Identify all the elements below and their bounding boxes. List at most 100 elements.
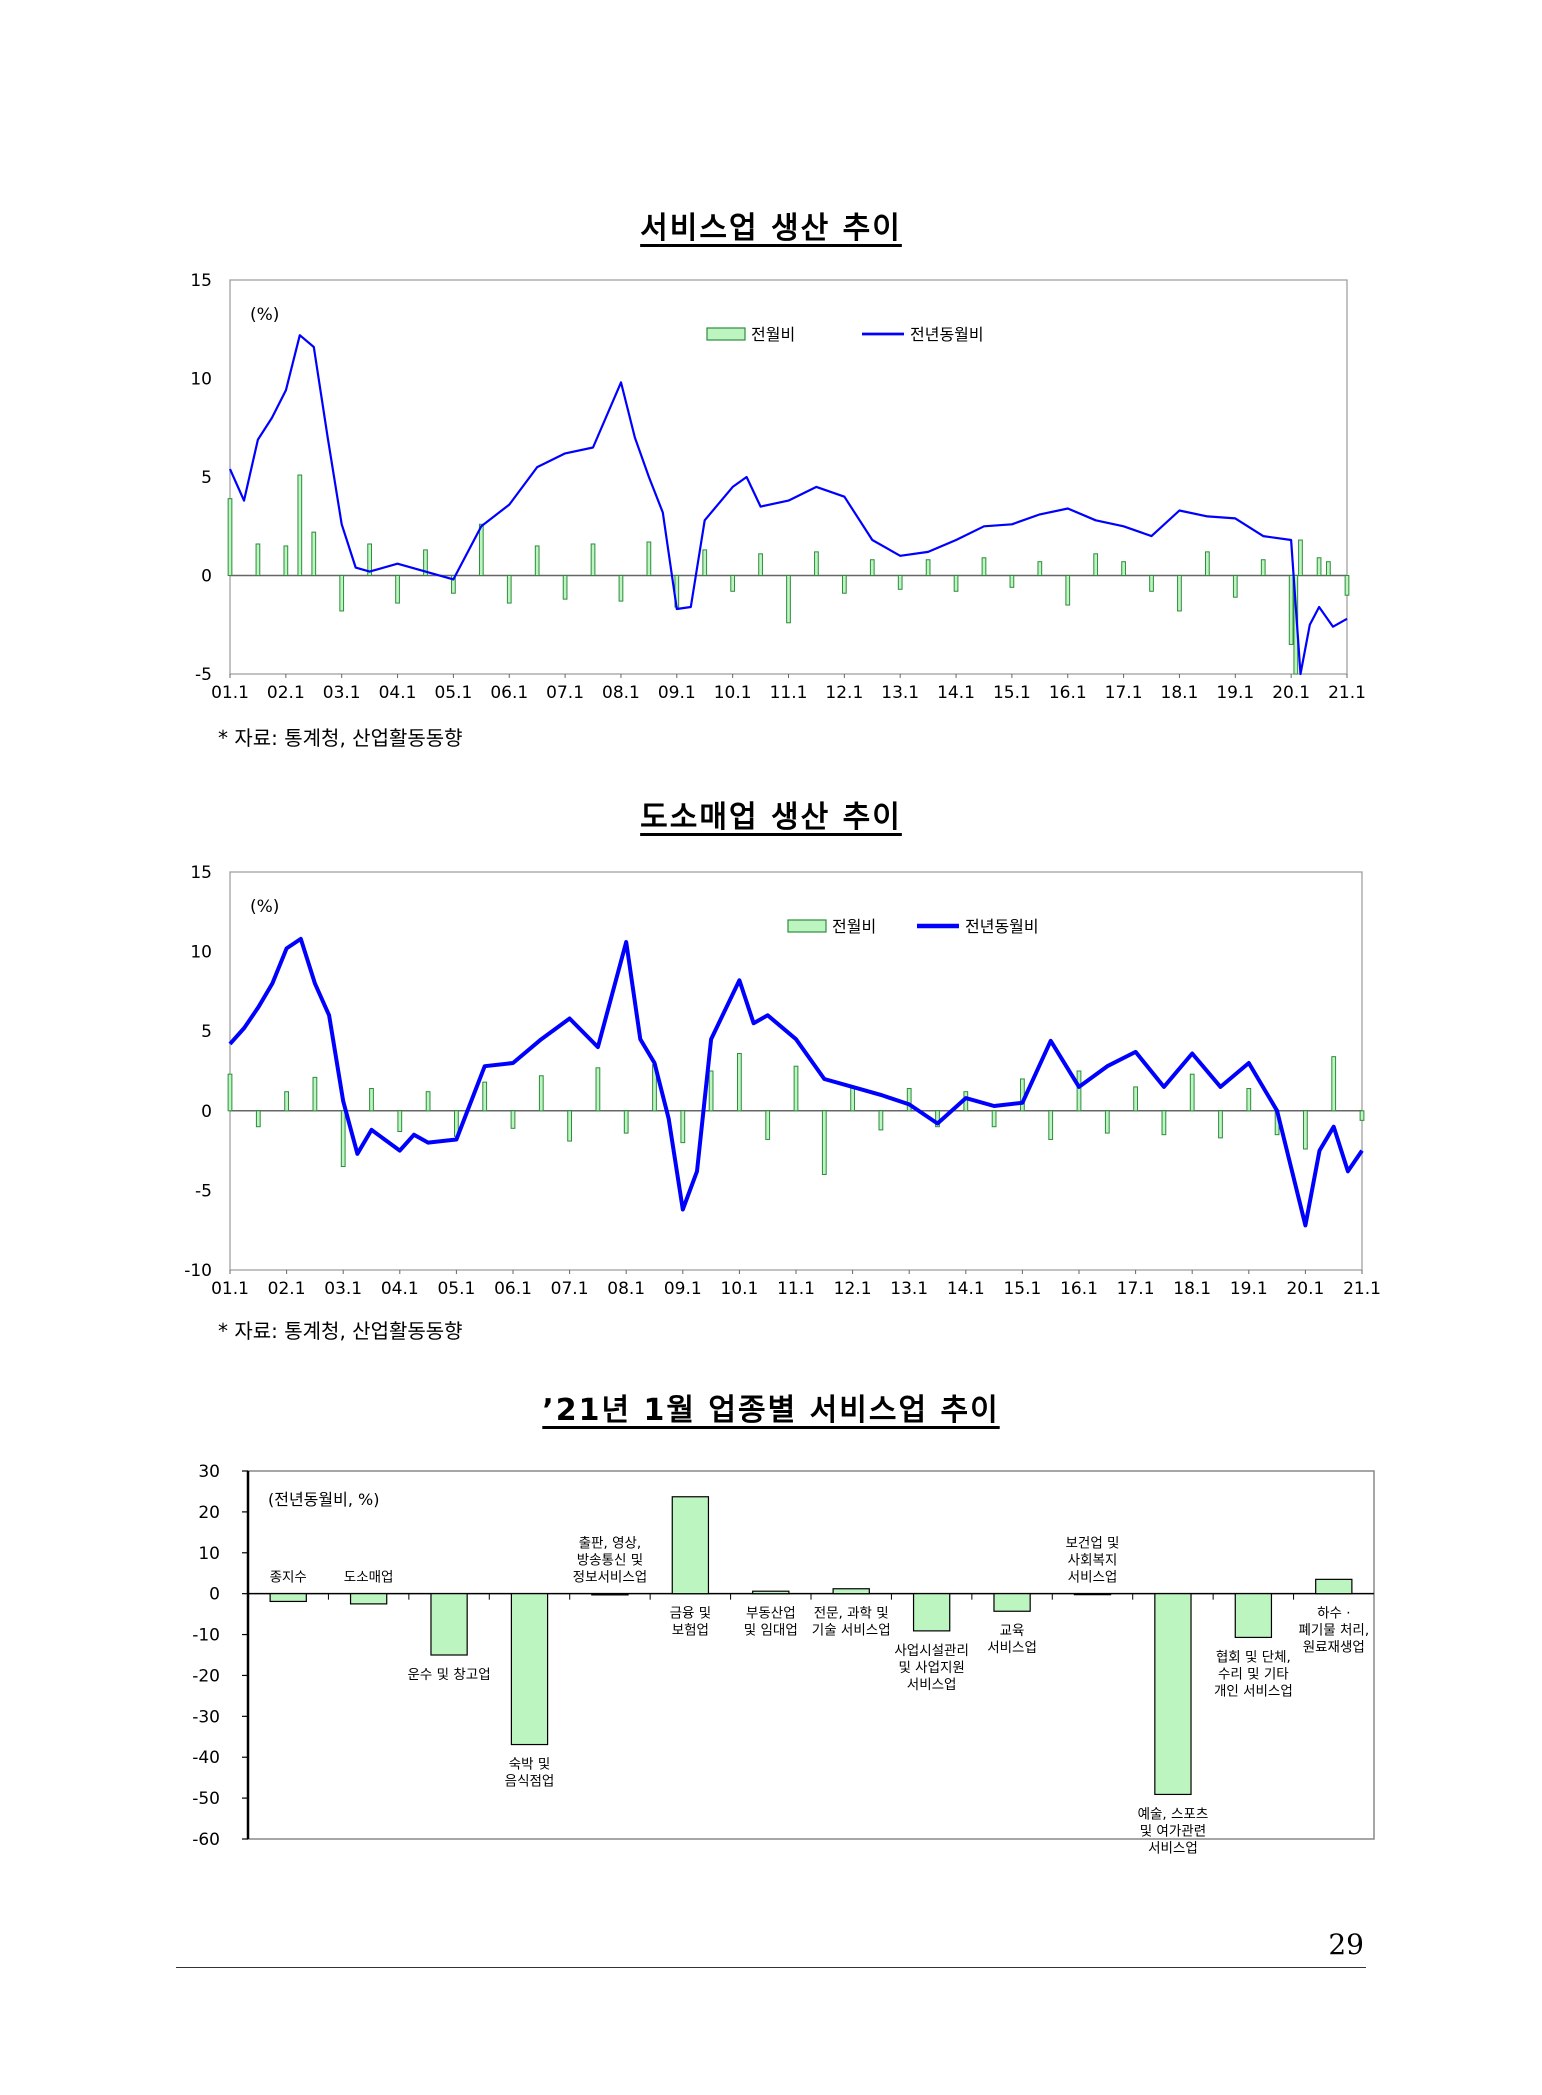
chart1-bar-mom (1344, 575, 1350, 596)
chart3-category-label: 수리 및 기타 (1218, 1666, 1289, 1682)
chart2-x-tick-label: 02.1 (268, 1279, 306, 1299)
chart3-bar (912, 1593, 951, 1632)
chart2-bar-mom (906, 1088, 912, 1112)
chart3-bar (993, 1593, 1031, 1612)
chart3-bar (1315, 1578, 1353, 1595)
chart1-x-tick-label: 02.1 (267, 683, 305, 703)
chart3-category-label: 종지수 (270, 1570, 307, 1586)
chart2-y-tick-label: -5 (195, 1181, 212, 1201)
chart2-x-tick-label: 19.1 (1230, 1279, 1268, 1299)
chart2-bar-mom (765, 1110, 771, 1140)
chart1-bar-mom (1260, 559, 1266, 576)
chart1-x-tick-label: 17.1 (1105, 683, 1143, 703)
chart1-bar-mom (395, 575, 400, 604)
chart3-y-tick-label: 20 (198, 1503, 220, 1523)
chart3-category-label: 서비스업 (1148, 1840, 1198, 1856)
chart2-legend-bar-swatch (787, 919, 827, 933)
chart3-category-label: 서비스업 (907, 1677, 957, 1693)
chart3-category-label: 서비스업 (987, 1640, 1037, 1656)
chart1-bar-mom (786, 575, 791, 624)
chart2-x-tick-label: 13.1 (890, 1279, 928, 1299)
chart2-bar-mom (1189, 1073, 1195, 1112)
chart1-bar-mom (841, 575, 847, 594)
chart3-category-label: 및 사업지원 (898, 1660, 964, 1676)
chart1-bar-mom (562, 575, 568, 600)
chart1-x-tick-label: 10.1 (714, 683, 752, 703)
chart1-bar-mom (814, 551, 819, 576)
chart2-bar-mom (1076, 1070, 1082, 1112)
chart1-x-tick-label: 05.1 (434, 683, 472, 703)
chart1-x-tick-label: 19.1 (1216, 683, 1254, 703)
chart1-bar-mom (1232, 575, 1238, 598)
chart2-x-tick-label: 15.1 (1003, 1279, 1041, 1299)
chart1-x-tick-label: 14.1 (937, 683, 975, 703)
chart2-x-tick-label: 07.1 (551, 1279, 589, 1299)
chart2-y-tick-label: 15 (190, 863, 212, 883)
chart1-x-tick-label: 12.1 (825, 683, 863, 703)
chart3-category-label: 도소매업 (344, 1570, 394, 1586)
chart3-category-label: 협회 및 단체, (1216, 1649, 1291, 1665)
chart3-category-label: 전문, 과학 및 (814, 1606, 889, 1622)
chart1-bar-mom (1121, 561, 1126, 576)
chart2-legend-bar-label: 전월비 (832, 917, 876, 936)
chart1-bar-mom (1149, 575, 1154, 592)
chart2-bar-mom (623, 1110, 629, 1134)
chart2-x-tick-label: 11.1 (777, 1279, 815, 1299)
chart1-bar-mom (1316, 557, 1322, 576)
chart2-x-tick-label: 06.1 (494, 1279, 532, 1299)
chart2-bar-mom (284, 1091, 289, 1112)
chart2-bar-mom (1133, 1086, 1138, 1112)
chart2-bar-mom (369, 1088, 374, 1112)
chart2-bar-mom (227, 1073, 233, 1112)
chart3-category-label: 운수 및 창고업 (408, 1667, 491, 1683)
chart1-bar-mom (1288, 575, 1294, 645)
chart2-bar-mom (312, 1076, 318, 1112)
chart3-bar (510, 1593, 549, 1746)
chart2-bar-mom (821, 1110, 827, 1175)
chart3-category-label: 서비스업 (1068, 1570, 1118, 1586)
chart3-bar (1234, 1593, 1273, 1639)
chart3-unit-label: (전년동월비, %) (268, 1490, 379, 1509)
chart1-bar-mom (618, 575, 624, 602)
chart2-bar-mom (1331, 1056, 1337, 1112)
chart2-x-tick-label: 12.1 (834, 1279, 872, 1299)
chart2-y-tick-label: -10 (184, 1261, 212, 1281)
chart2-x-tick-label: 21.1 (1343, 1279, 1381, 1299)
chart3-y-tick-label: -60 (192, 1830, 220, 1850)
chart3-y-tick-label: -50 (192, 1789, 220, 1809)
chart2-bar-mom (850, 1086, 855, 1112)
chart3-y-tick-label: -20 (192, 1666, 220, 1686)
chart2-x-tick-label: 17.1 (1117, 1279, 1155, 1299)
chart1-y-tick-label: 10 (190, 370, 212, 390)
chart2-bar-mom (991, 1110, 997, 1128)
chart1-bar-mom (1009, 575, 1015, 588)
chart1-bar-mom (925, 559, 931, 576)
chart2-x-tick-label: 01.1 (211, 1279, 249, 1299)
chart1-bar-mom (730, 575, 736, 592)
chart2-unit-label: (%) (250, 897, 279, 917)
chart1-bar-mom (702, 549, 708, 577)
chart2-y-tick-label: 0 (201, 1102, 212, 1122)
chart1-bar-mom (423, 549, 428, 577)
chart3-category-label: 교육 (1000, 1623, 1025, 1639)
chart2-wholesale-retail-production: -10 -5 0 5 10 15 01.1 02.1 03.1 04.1 05.1 06.1 07.1 0… (184, 863, 1381, 1299)
chart2-legend-line-label: 전년동월비 (965, 917, 1039, 936)
chart2-bar-mom (737, 1052, 742, 1112)
chart2-bar-mom (1218, 1110, 1223, 1139)
chart3-y-tick-label: -40 (192, 1748, 220, 1768)
page-number: 29 (1328, 1928, 1364, 1961)
chart1-x-tick-label: 08.1 (602, 683, 640, 703)
chart1-bar-mom (227, 498, 233, 576)
chart2-x-tick-label: 03.1 (324, 1279, 362, 1299)
chart1-source-note: * 자료: 통계청, 산업활동동향 (218, 726, 463, 750)
chart1-bar-mom (534, 545, 540, 577)
chart3-y-tick-label: 0 (209, 1585, 220, 1605)
chart2-bar-mom (935, 1110, 940, 1128)
chart1-bar-mom (1093, 553, 1099, 576)
chart1-bar-mom (339, 575, 345, 612)
chart2-bar-mom (680, 1110, 686, 1144)
chart1-x-tick-label: 16.1 (1049, 683, 1087, 703)
chart1-bar-mom (283, 545, 289, 577)
chart1-x-tick-label: 18.1 (1161, 683, 1199, 703)
chart2-bar-mom (1246, 1088, 1252, 1112)
